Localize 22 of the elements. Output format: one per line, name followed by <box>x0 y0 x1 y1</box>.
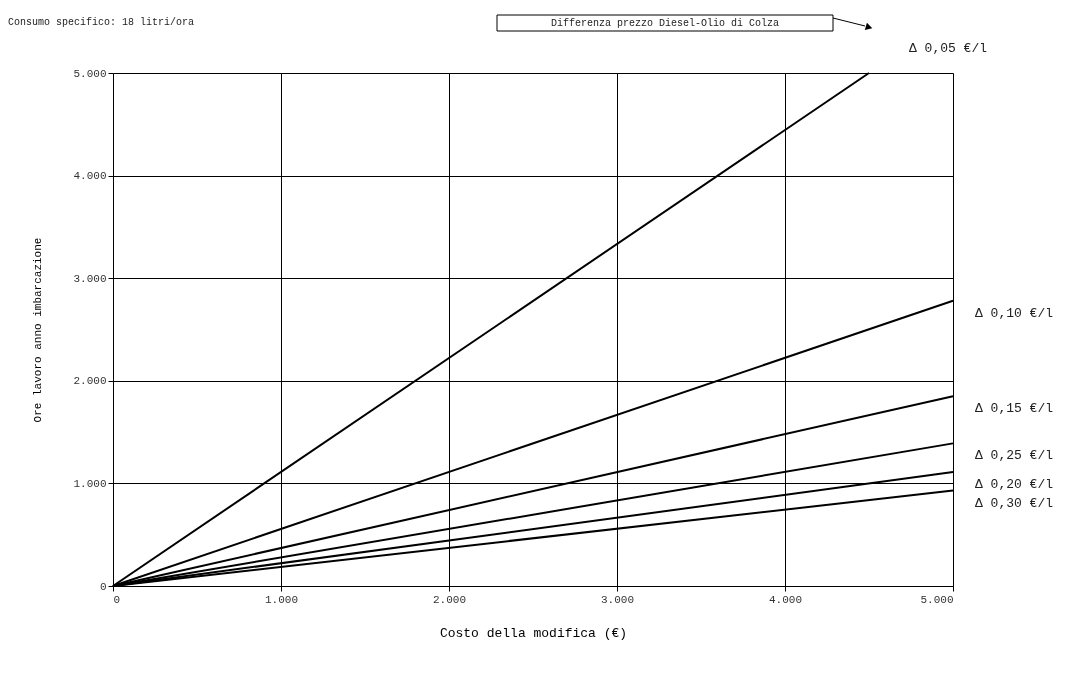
y-tick-label: 1.000 <box>73 477 107 490</box>
series-label: Δ 0,15 €/l <box>975 401 1054 417</box>
x-tick-label: 3.000 <box>600 593 635 606</box>
y-tick-label: 3.000 <box>73 272 107 285</box>
y-tick-label: 2.000 <box>73 375 107 388</box>
y-axis-title: Ore lavoro anno imbarcazione <box>32 237 45 423</box>
series-label: Δ 0,10 €/l <box>975 305 1054 321</box>
y-tick-label: 0 <box>99 580 107 593</box>
x-axis-title: Costo della modifica (€) <box>439 625 628 641</box>
text: Consumo specifico: 18 litri/ora <box>8 17 195 28</box>
series-label: Δ 0,30 €/l <box>975 495 1054 511</box>
x-tick-label: 1.000 <box>264 593 299 606</box>
text: Δ 0,05 €/l <box>909 41 988 56</box>
y-tick-label: 4.000 <box>73 170 107 183</box>
x-tick-label: 2.000 <box>432 593 467 606</box>
x-tick-label: 5.000 <box>920 593 954 606</box>
series-label: Δ 0,25 €/l <box>975 448 1054 464</box>
x-tick-label: 4.000 <box>768 593 803 606</box>
y-tick-label: 5.000 <box>73 67 107 80</box>
x-tick-label: 0 <box>113 593 121 606</box>
series-label: Δ 0,20 €/l <box>975 477 1054 493</box>
text: Differenza prezzo Diesel-Olio di Colza <box>550 18 780 29</box>
